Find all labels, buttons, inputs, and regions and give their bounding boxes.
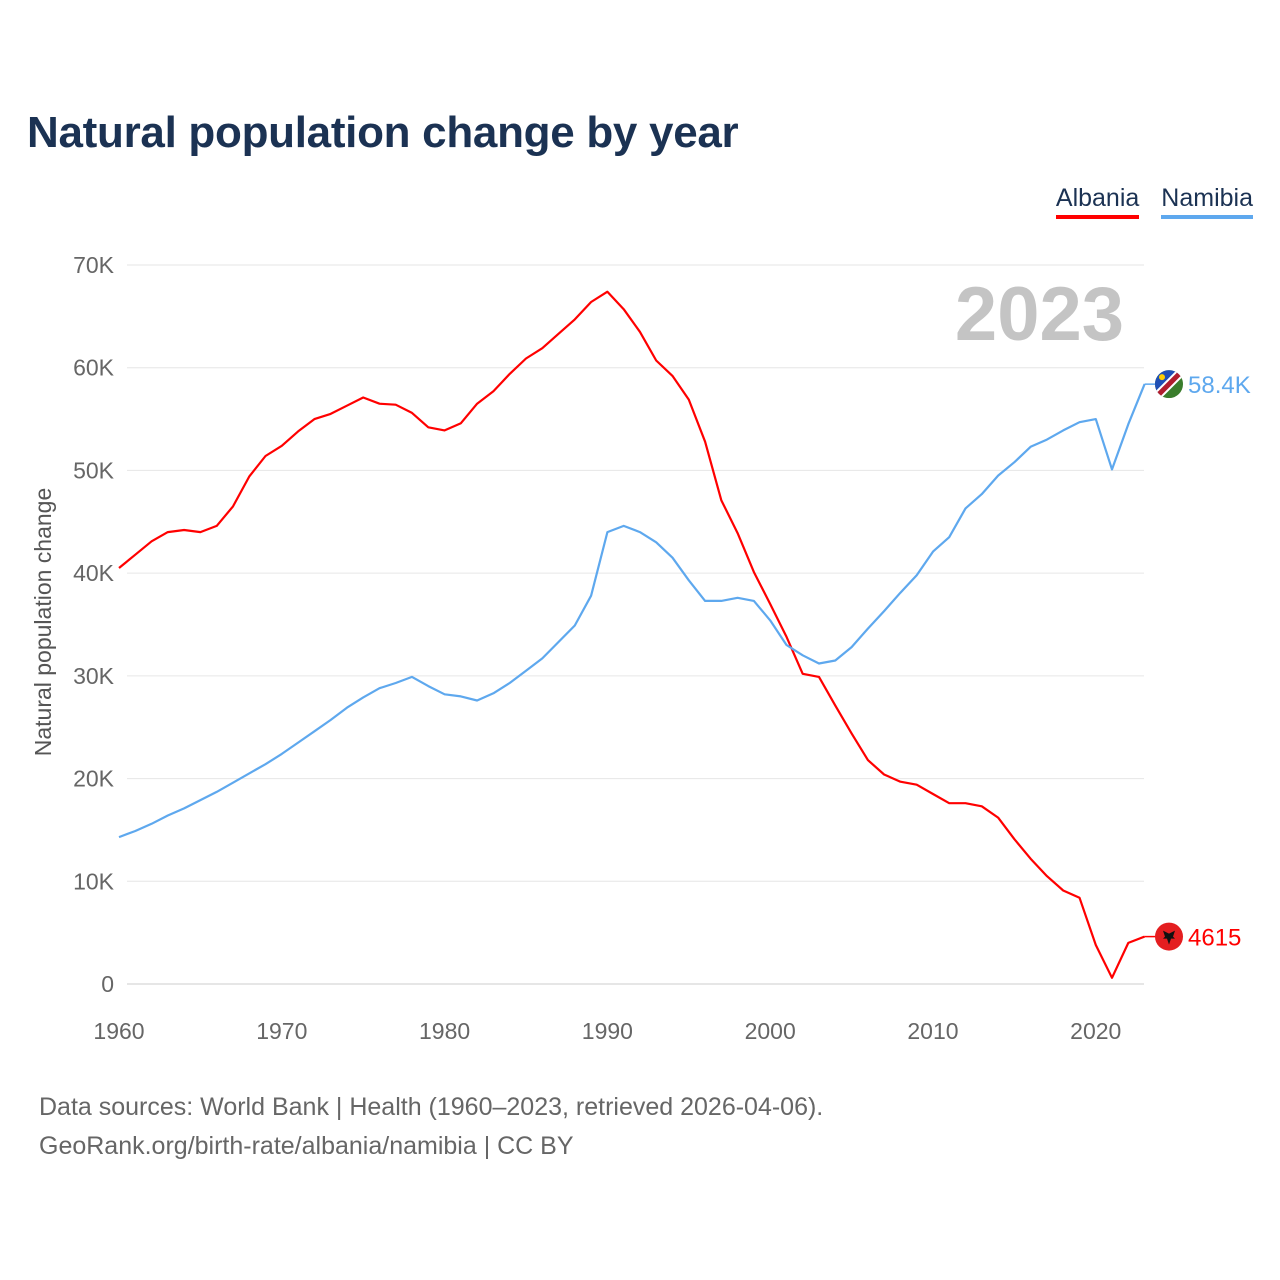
x-tick-label: 1960 (93, 1018, 144, 1044)
legend: Albania Namibia (1055, 184, 1253, 219)
attribution-link[interactable]: GeoRank.org/birth-rate/albania/namibia |… (39, 1132, 574, 1160)
y-tick-label: 60K (73, 355, 115, 381)
series-line-albania[interactable] (118, 290, 1145, 979)
end-value-label: 4615 (1188, 925, 1241, 952)
namibia-flag-icon (1155, 370, 1183, 399)
y-tick-label: 70K (73, 252, 115, 278)
legend-namibia[interactable]: Namibia (1161, 184, 1253, 219)
x-tick-label: 2020 (1070, 1018, 1121, 1044)
x-tick-label: 1980 (419, 1018, 470, 1044)
y-tick-label: 20K (73, 766, 115, 792)
legend-albania[interactable]: Albania (1055, 184, 1140, 219)
y-tick-label: 10K (73, 868, 115, 894)
series-line-namibia[interactable] (118, 383, 1146, 839)
x-tick-label: 1990 (582, 1018, 633, 1044)
chart-title: Natural population change by year (27, 108, 739, 157)
year-watermark: 2023 (955, 272, 1124, 357)
y-tick-label: 0 (101, 971, 114, 997)
x-tick-label: 2010 (907, 1018, 958, 1044)
y-axis-label: Natural population change (30, 488, 56, 757)
albania-flag-icon (1155, 922, 1183, 951)
x-tick-label: 1970 (256, 1018, 307, 1044)
footer: Data sources: World Bank | Health (1960–… (39, 1088, 823, 1166)
y-tick-label: 50K (73, 457, 115, 483)
y-tick-label: 30K (73, 663, 115, 689)
x-tick-label: 2000 (745, 1018, 796, 1044)
y-tick-label: 40K (73, 560, 115, 586)
data-source: Data sources: World Bank | Health (1960–… (39, 1093, 824, 1121)
end-value-label: 58.4K (1188, 372, 1251, 399)
